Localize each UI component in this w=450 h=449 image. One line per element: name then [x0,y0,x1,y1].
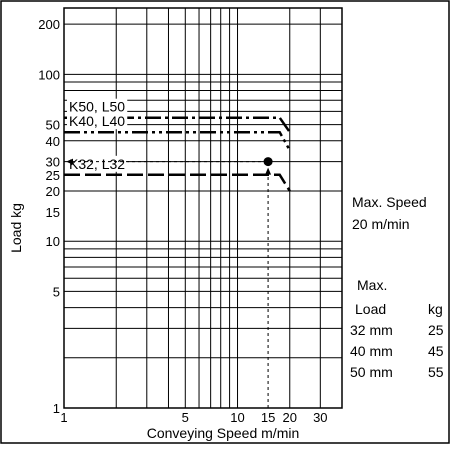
y-tick-label: 5 [53,284,60,299]
series-label: K50, L50 [69,99,125,115]
max-load-table: Load kg 32 mm 25 40 mm 45 50 mm 55 [350,298,444,382]
y-tick-label: 200 [38,17,60,32]
x-axis-title: Conveying Speed m/min [147,425,300,441]
table-cell-bore: 50 mm [350,363,393,380]
table-cell-bore: 40 mm [350,342,393,359]
table-header-kg: kg [428,300,443,317]
y-tick-label: 50 [46,118,60,133]
table-header-row: Load kg [350,298,444,319]
series-label-background [67,113,128,130]
y-tick-label: 100 [38,67,60,82]
table-cell-load: 55 [428,363,444,380]
series-label-background [67,155,128,172]
example-point [263,157,273,167]
x-tick-label: 1 [60,410,67,425]
y-tick-label: 15 [46,205,60,220]
x-tick-label: 15 [261,410,275,425]
series-label-background [67,98,128,115]
series-label: K32, L32 [69,156,125,172]
plot-frame [63,7,343,409]
x-tick-label: 5 [182,410,189,425]
y-tick-label: 30 [46,155,60,170]
example-up-arrowhead [265,167,272,175]
table-row: 40 mm 45 [350,340,444,361]
table-header-load: Load [355,300,387,317]
table-cell-bore: 32 mm [350,321,393,338]
series-label: K40, L40 [69,113,125,129]
x-tick-label: 10 [230,410,244,425]
series-line [64,116,291,133]
max-speed-label: Max. Speed [352,194,427,210]
y-tick-label: 10 [46,234,60,249]
max-speed-value: 20 m/min [352,216,410,232]
series-line [64,173,291,192]
table-cell-load: 45 [428,342,444,359]
table-row: 50 mm 55 [350,361,444,382]
x-tick-label: 20 [283,410,297,425]
y-tick-label: 1 [53,401,60,416]
y-axis-title: Load kg [8,203,24,253]
example-left-arrowhead [66,158,73,165]
y-tick-label: 40 [46,134,60,149]
series-line [64,130,291,152]
x-tick-label: 30 [313,410,327,425]
y-tick-label: 25 [46,168,60,183]
max-load-label: Max. [357,277,388,293]
table-row: 32 mm 25 [350,319,444,340]
y-tick-label: 20 [46,184,60,199]
table-cell-load: 25 [428,321,444,338]
